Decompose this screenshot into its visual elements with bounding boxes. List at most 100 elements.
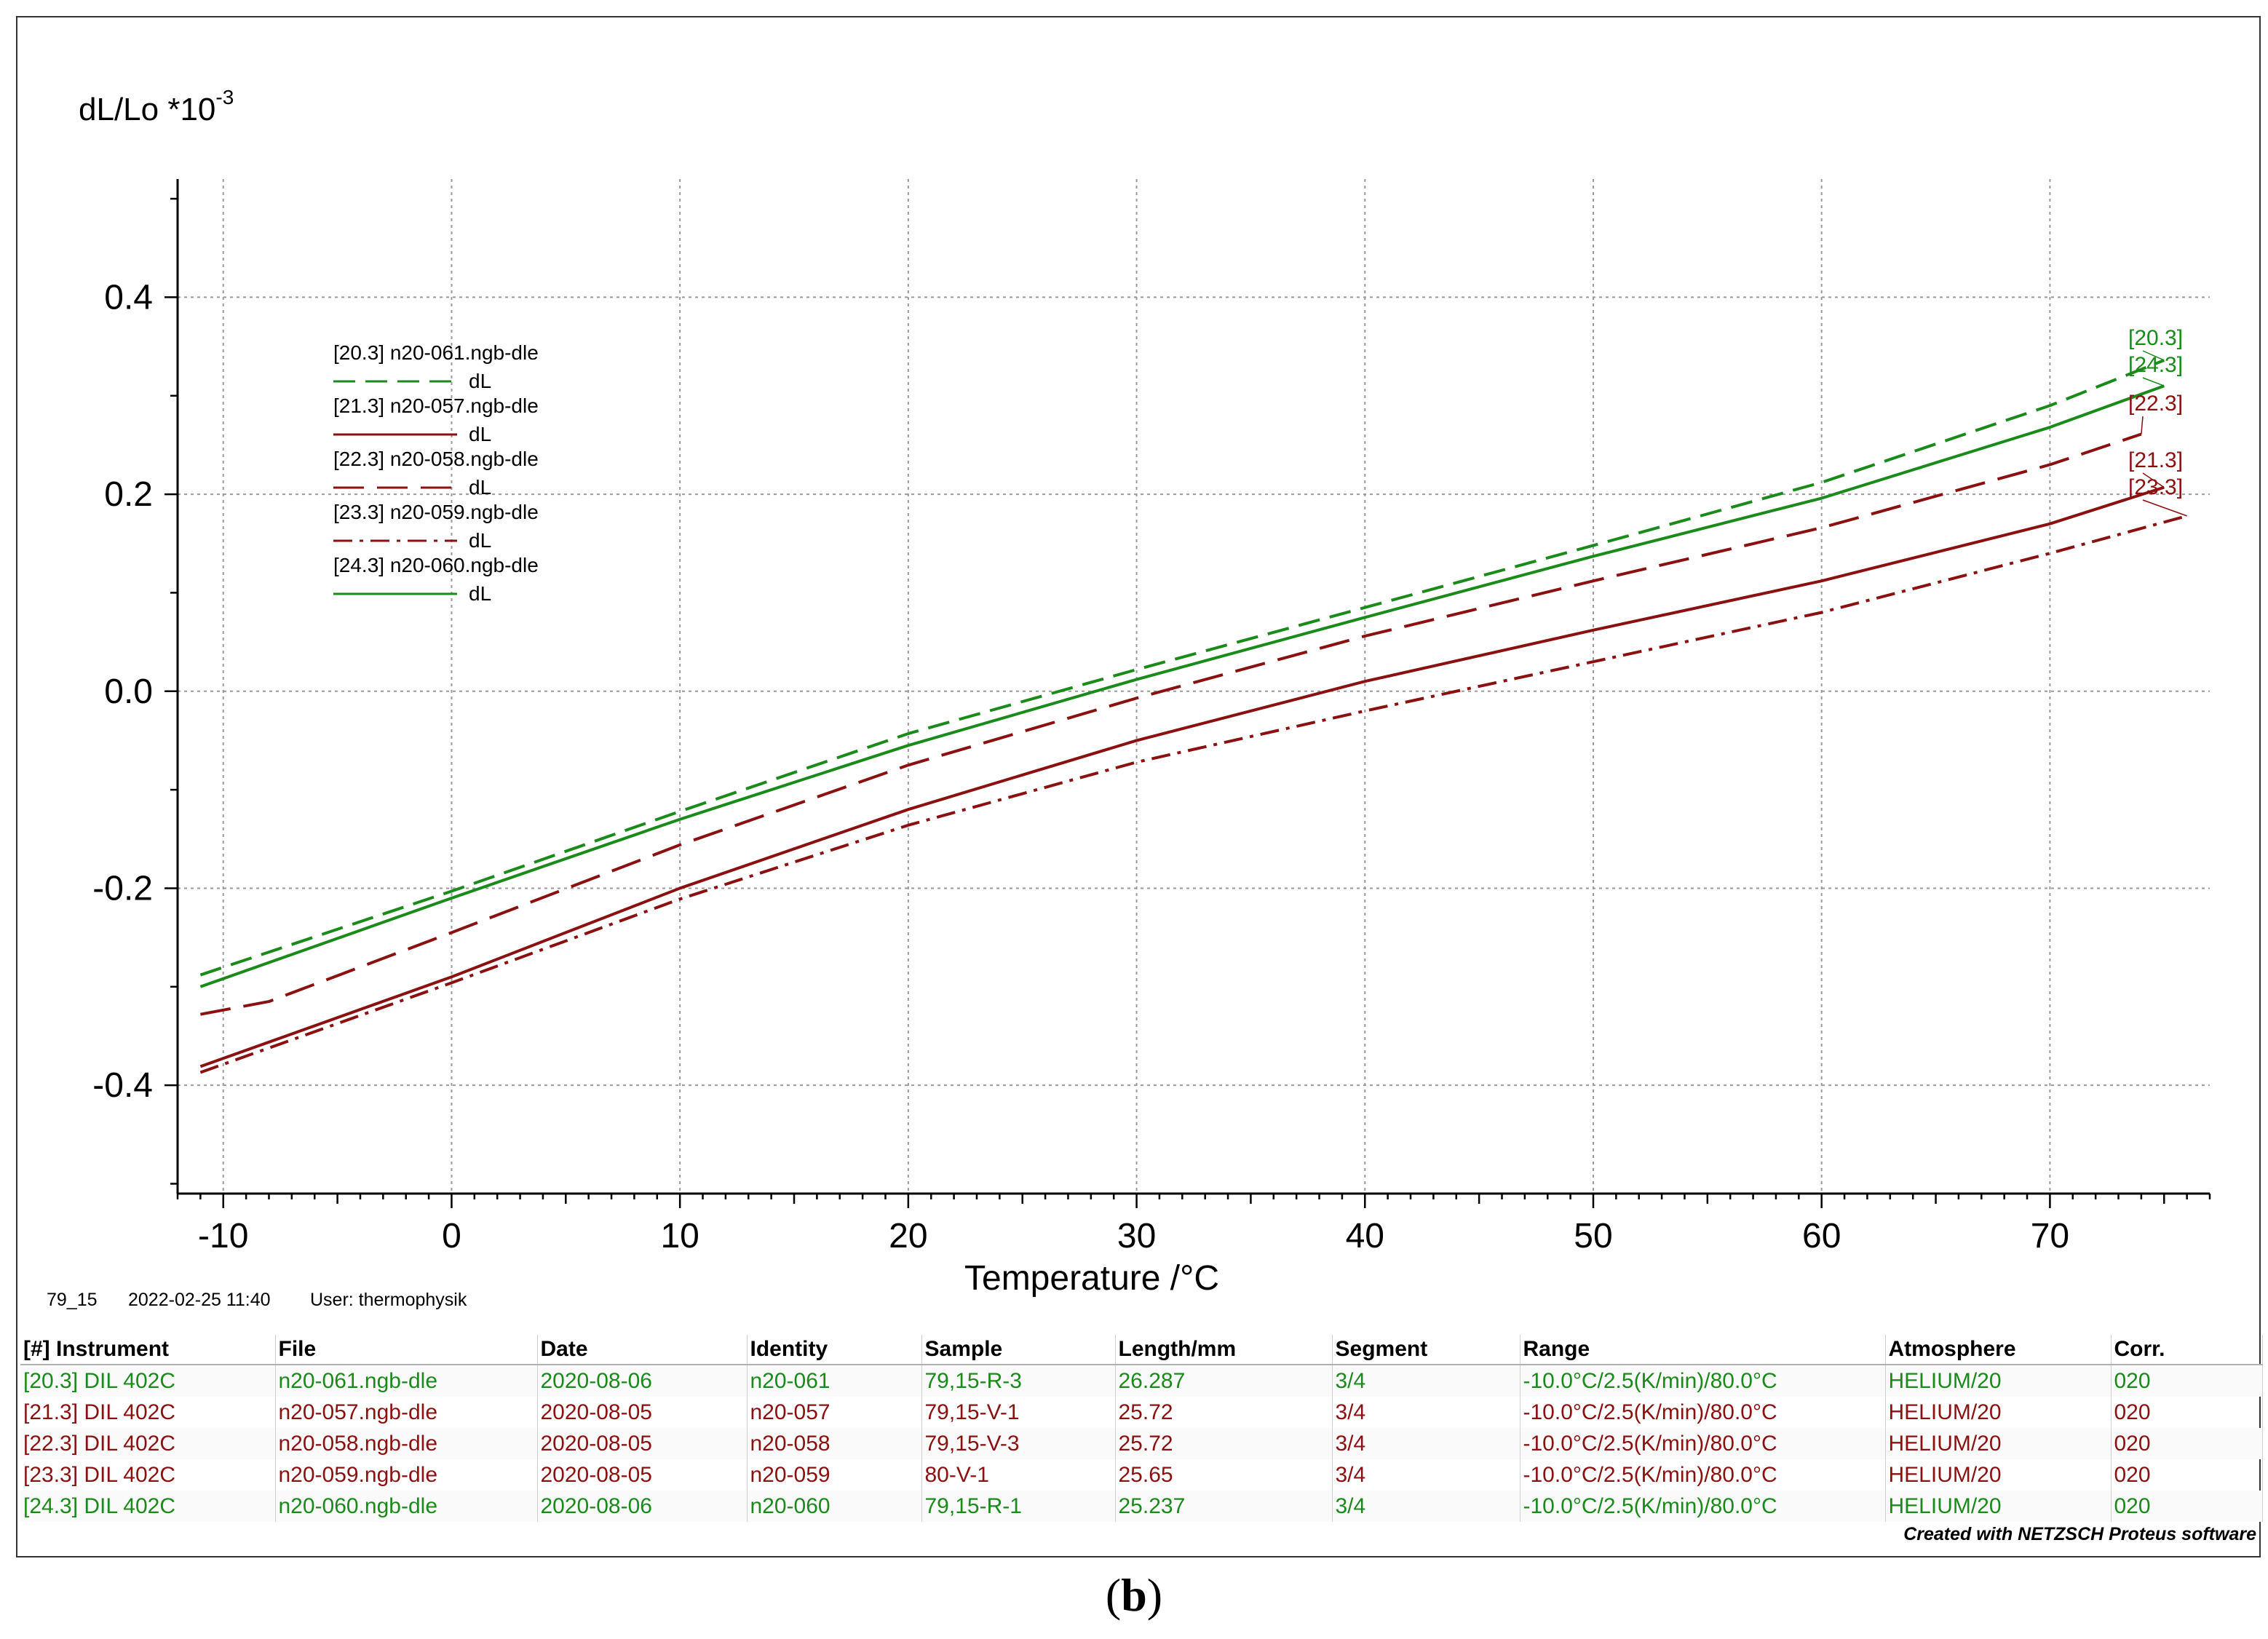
- table-cell: 020: [2111, 1428, 2263, 1459]
- table-cell: 020: [2111, 1365, 2263, 1397]
- table-cell: 26.287: [1115, 1365, 1333, 1397]
- footer-datetime: 2022-02-25 11:40: [128, 1290, 271, 1310]
- table-cell: n20-058: [747, 1428, 922, 1459]
- table-cell: 25.72: [1115, 1428, 1333, 1459]
- table-cell: 25.72: [1115, 1397, 1333, 1428]
- series-end-label: [21.3]: [2128, 448, 2183, 472]
- table-cell: 2020-08-06: [537, 1491, 748, 1522]
- x-tick-label: 70: [2031, 1217, 2069, 1255]
- x-axis-title: Temperature /°C: [964, 1259, 1219, 1298]
- table-cell: HELIUM/20: [1885, 1397, 2112, 1428]
- table-header-cell: Sample: [921, 1335, 1116, 1365]
- table-cell: 020: [2111, 1459, 2263, 1491]
- table-cell: 79,15-V-3: [921, 1428, 1116, 1459]
- table-header-cell: Length/mm: [1115, 1335, 1333, 1365]
- table-cell: 2020-08-05: [537, 1397, 748, 1428]
- x-tick-label: 10: [660, 1217, 699, 1255]
- legend-entry-name: [20.3] n20-061.ngb-dle: [333, 341, 539, 364]
- legend-entry-name: [21.3] n20-057.ngb-dle: [333, 394, 539, 417]
- table-cell: [23.3] DIL 402C: [20, 1459, 276, 1491]
- table-cell: [20.3] DIL 402C: [20, 1365, 276, 1397]
- end-label-leader: [2142, 472, 2165, 488]
- table-cell: 2020-08-05: [537, 1459, 748, 1491]
- end-label-leader: [2141, 416, 2144, 434]
- table-cell: 3/4: [1332, 1491, 1520, 1522]
- series-line-21.3: [199, 485, 2165, 1068]
- table-cell: 3/4: [1332, 1459, 1520, 1491]
- table-cell: 25.65: [1115, 1459, 1333, 1491]
- table-header-row: [#] Instrument File Date Identity Sample Leng…: [20, 1335, 2263, 1365]
- x-tick-label: 0: [442, 1217, 461, 1255]
- table-row: [21.3] DIL 402C n20-057.ngb-dle 2020-08-05…: [20, 1397, 2263, 1428]
- y-tick-label: 0.0: [104, 672, 153, 711]
- figure-caption: (b): [0, 1568, 2268, 1622]
- end-label-leader: [2142, 350, 2165, 361]
- table-cell: 020: [2111, 1491, 2263, 1522]
- x-tick-label: 60: [1802, 1217, 1841, 1255]
- table-cell: n20-057: [747, 1397, 922, 1428]
- legend-entry-signal: dL: [469, 529, 491, 552]
- table-cell: 2020-08-05: [537, 1428, 748, 1459]
- legend-entry-signal: dL: [469, 370, 491, 392]
- footer-user: User: thermophysik: [310, 1290, 467, 1310]
- table-cell: 3/4: [1332, 1428, 1520, 1459]
- end-label-leader: [2142, 377, 2165, 386]
- software-credit: Created with NETZSCH Proteus software: [1903, 1524, 2256, 1544]
- table-cell: [21.3] DIL 402C: [20, 1397, 276, 1428]
- table-cell: 3/4: [1332, 1397, 1520, 1428]
- table-cell: HELIUM/20: [1885, 1365, 2112, 1397]
- x-tick-label: -10: [198, 1217, 248, 1255]
- caption-letter: b: [1121, 1569, 1147, 1621]
- legend-entry-name: [22.3] n20-058.ngb-dle: [333, 448, 539, 470]
- table-row: [23.3] DIL 402C n20-059.ngb-dle 2020-08-05…: [20, 1459, 2263, 1491]
- table-cell: -10.0°C/2.5(K/min)/80.0°C: [1520, 1491, 1886, 1522]
- table-cell: n20-060.ngb-dle: [275, 1491, 538, 1522]
- table-cell: n20-061: [747, 1365, 922, 1397]
- table-cell: -10.0°C/2.5(K/min)/80.0°C: [1520, 1365, 1886, 1397]
- x-tick-label: 20: [889, 1217, 927, 1255]
- table-header-cell: Range: [1520, 1335, 1886, 1365]
- series-line-22.3: [200, 432, 2142, 1016]
- x-tick-label: 40: [1346, 1217, 1384, 1255]
- table-cell: [22.3] DIL 402C: [20, 1428, 276, 1459]
- table-cell: 020: [2111, 1397, 2263, 1428]
- legend-entry-signal: dL: [469, 423, 491, 445]
- table-row: [22.3] DIL 402C n20-058.ngb-dle 2020-08-05…: [20, 1428, 2263, 1459]
- x-tick-label: 30: [1117, 1217, 1156, 1255]
- y-tick-label: -0.4: [92, 1066, 153, 1105]
- y-tick-label: 0.2: [104, 475, 153, 514]
- caption-close: ): [1146, 1569, 1163, 1621]
- table-cell: 79,15-V-1: [921, 1397, 1116, 1428]
- table-cell: HELIUM/20: [1885, 1459, 2112, 1491]
- y-axis-label-exponent: -3: [215, 86, 234, 108]
- table-cell: n20-059: [747, 1459, 922, 1491]
- chart-frame: [16, 16, 2261, 1557]
- series-end-label: [23.3]: [2128, 475, 2183, 499]
- footer-id: 79_15: [47, 1290, 98, 1310]
- table-header-cell: Identity: [747, 1335, 922, 1365]
- table-cell: [24.3] DIL 402C: [20, 1491, 276, 1522]
- y-axis-label: dL/Lo *10: [79, 92, 216, 127]
- table-header-cell: Date: [537, 1335, 748, 1365]
- table-cell: 79,15-R-3: [921, 1365, 1116, 1397]
- y-tick-label: -0.2: [92, 869, 153, 908]
- table-row: [24.3] DIL 402C n20-060.ngb-dle 2020-08-06…: [20, 1491, 2263, 1522]
- table-cell: HELIUM/20: [1885, 1491, 2112, 1522]
- table-header-cell: Segment: [1332, 1335, 1520, 1365]
- series-end-label: [20.3]: [2128, 326, 2183, 350]
- table-cell: n20-060: [747, 1491, 922, 1522]
- table-cell: 25.237: [1115, 1491, 1333, 1522]
- y-axis-unit-label: dL/Lo *10-3: [79, 86, 234, 128]
- legend-entry-signal: dL: [469, 476, 491, 499]
- table-cell: n20-059.ngb-dle: [275, 1459, 538, 1491]
- series-end-label: [22.3]: [2128, 392, 2183, 416]
- series-end-label: [24.3]: [2128, 353, 2183, 377]
- table-header-cell: [#] Instrument: [20, 1335, 276, 1365]
- table-cell: n20-058.ngb-dle: [275, 1428, 538, 1459]
- table-header-cell: Atmosphere: [1885, 1335, 2112, 1365]
- table-header-cell: File: [275, 1335, 538, 1365]
- series-line-24.3: [199, 384, 2165, 988]
- measurement-info-table: [#] Instrument File Date Identity Sample Leng…: [20, 1335, 2263, 1522]
- legend-entry-name: [23.3] n20-059.ngb-dle: [333, 501, 539, 523]
